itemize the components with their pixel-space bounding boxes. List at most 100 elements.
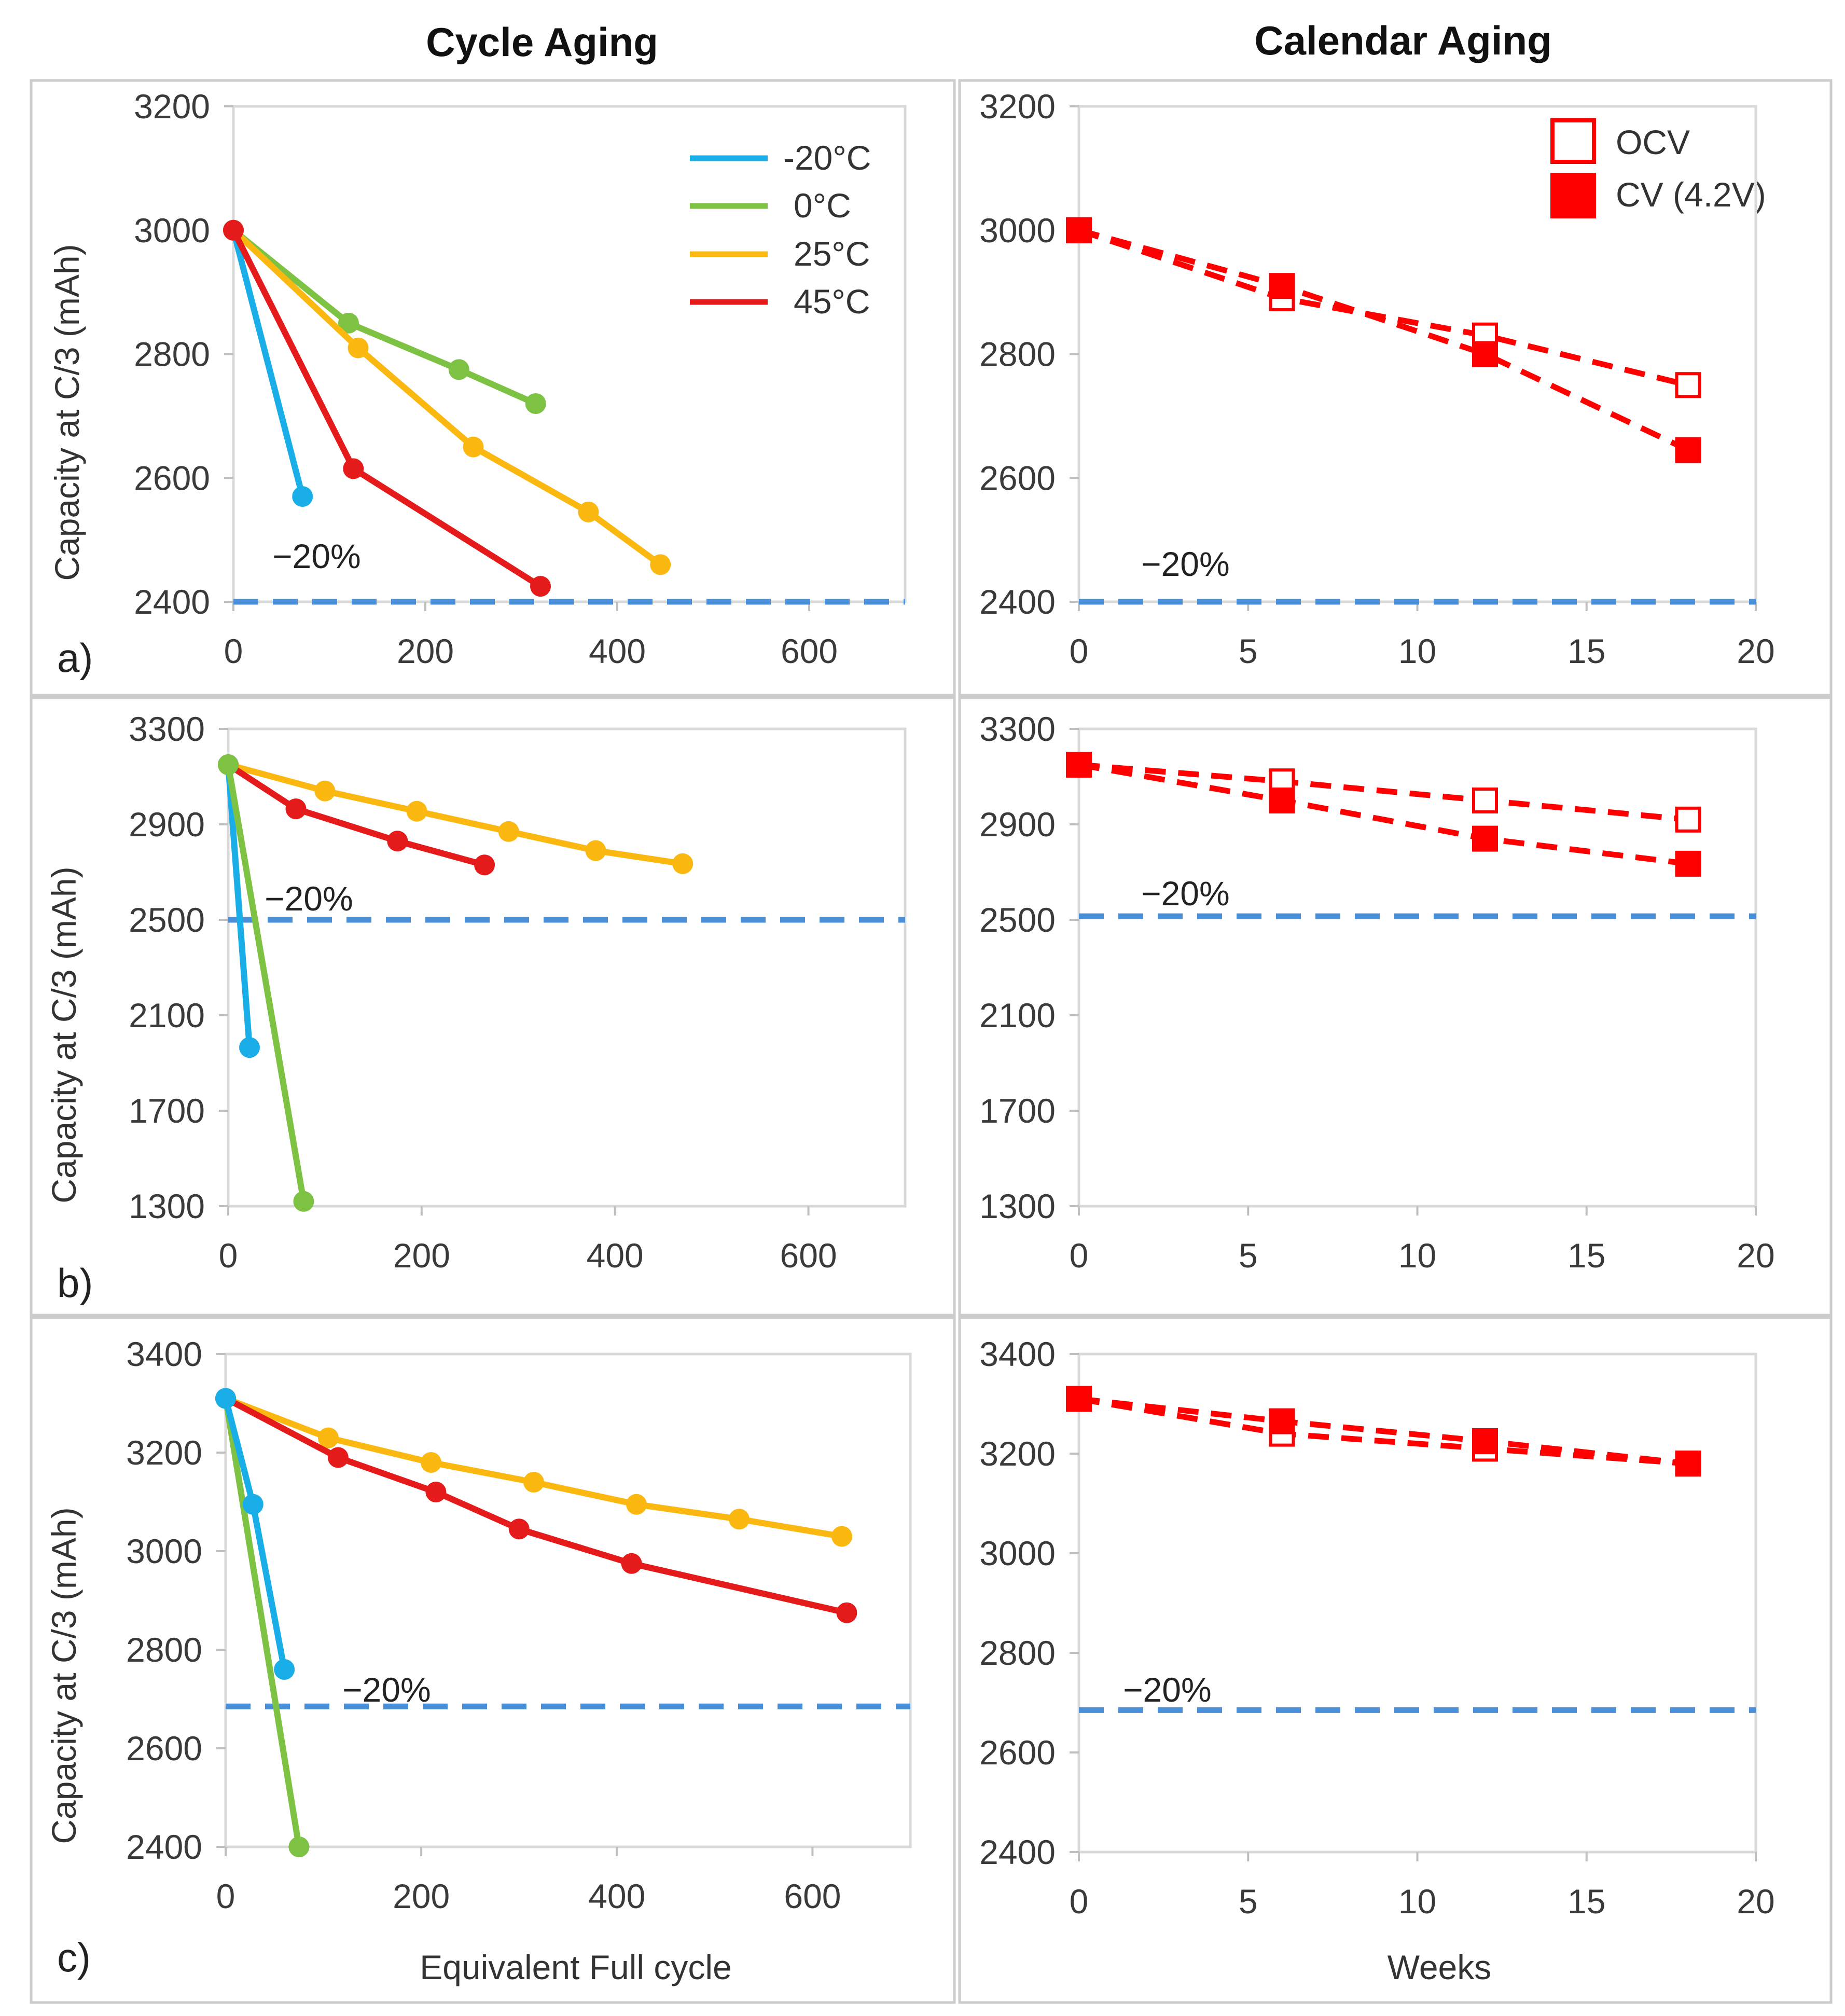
data-point-0-c [293, 1191, 314, 1212]
ylabel-b: Capacity at C/3 (mAh) [45, 866, 83, 1203]
data-point-ocv [1675, 372, 1701, 398]
x-tick-label: 5 [1239, 632, 1258, 670]
y-tick-label: 2100 [129, 996, 205, 1034]
data-point-cv-4-2v- [1269, 788, 1295, 813]
x-tick-label: 200 [393, 1236, 450, 1275]
y-tick-label: 2500 [129, 901, 205, 939]
y-tick-label: 2900 [129, 805, 205, 844]
plot-a-cal: 2400 2600 2800 3000 3200 0 5 10 15 20 [979, 87, 1775, 670]
y-tick-label: 3000 [979, 1534, 1056, 1572]
data-point-cv-4-2v- [1066, 752, 1092, 778]
series-line-0-c [223, 1398, 302, 1847]
frames [30, 79, 1833, 2004]
panel-label-b: b) [57, 1260, 93, 1306]
x-tick-label: 600 [780, 1236, 837, 1275]
x-tick-label: 5 [1239, 1882, 1258, 1921]
y-tick-label: 3300 [979, 710, 1056, 748]
data-point-ocv [1675, 806, 1701, 833]
data-point-cv-4-2v- [1472, 341, 1498, 367]
legend-label-0: 0°C [794, 186, 851, 225]
x-tick-label: 0 [1070, 1236, 1089, 1275]
data-point-25-c [314, 780, 336, 802]
data-point--20-c [274, 1659, 295, 1680]
y-tick-label: 2600 [134, 459, 210, 497]
data-point-25-c [421, 1452, 441, 1473]
y-tick-label: 3200 [134, 87, 210, 126]
data-point-25-c [650, 554, 671, 575]
plot-area [224, 1352, 912, 1848]
x-tick-label: 20 [1737, 1236, 1774, 1275]
y-tick-label: 2800 [979, 335, 1056, 374]
y-tick-label: 3400 [126, 1335, 202, 1373]
ylabel-a: Capacity at C/3 (mAh) [48, 244, 86, 581]
data-point-45-c [425, 1482, 447, 1502]
plot-c-cycle: 2400 2600 2800 3000 3200 3400 0 200 400 600 [126, 1335, 912, 1915]
data-point-45-c [223, 219, 244, 241]
threshold-label-c-calendar: −20% [1123, 1670, 1212, 1709]
data-point-0-c [448, 359, 469, 380]
y-tick-label: 2600 [979, 1733, 1056, 1772]
y-tick-label: 1300 [979, 1187, 1056, 1225]
y-tick-label: 3300 [129, 710, 205, 748]
series-line-cv-4-2v- [1078, 227, 1689, 453]
data-point-45-c [530, 576, 551, 597]
x-tick-label: 400 [588, 1877, 645, 1915]
legend-marker-ocv [1550, 118, 1596, 164]
y-tick-label: 2900 [979, 805, 1056, 844]
y-tick-label: 3000 [126, 1532, 202, 1570]
x-tick-label: 15 [1567, 632, 1605, 670]
panel-label-c: c) [57, 1935, 91, 1980]
data-point-45-c [508, 1518, 530, 1540]
data-point-cv-4-2v- [1472, 825, 1498, 852]
series-line-0-c [231, 228, 537, 407]
y-tick-label: 2400 [126, 1828, 202, 1866]
x-tick-label: 20 [1737, 632, 1774, 670]
x-tick-label: 0 [216, 1877, 235, 1915]
threshold-label-a-calendar: −20% [1141, 545, 1230, 583]
x-tick-label: 10 [1398, 1882, 1436, 1921]
data-point-cv-4-2v- [1269, 1408, 1295, 1434]
legend-marker-cv [1550, 173, 1596, 218]
data-point--20-c [292, 486, 313, 507]
data-point-25-c [463, 436, 484, 458]
data-point-0-c [218, 754, 239, 775]
series-line--20-c [225, 764, 253, 1048]
data-point-0-c [525, 393, 546, 414]
y-tick-label: 3200 [979, 1434, 1056, 1473]
data-point-cv-4-2v- [1675, 1451, 1701, 1477]
series-line-ocv [1078, 1396, 1688, 1467]
data-point-cv-4-2v- [1675, 437, 1701, 463]
data-point-cv-4-2v- [1675, 850, 1701, 877]
data-point-0-c [338, 312, 359, 334]
x-tick-label: 0 [219, 1236, 238, 1275]
legend-calendar: OCV CV (4.2V) [1550, 118, 1766, 218]
y-tick-label: 2600 [126, 1729, 202, 1768]
x-tick-label: 15 [1567, 1236, 1605, 1275]
data-point-45-c [343, 458, 364, 479]
series-line-0-c [225, 764, 307, 1202]
x-tick-label: 200 [397, 632, 454, 670]
data-point--20-c [239, 1037, 260, 1058]
x-tick-label: 400 [587, 1236, 644, 1275]
x-tick-label: 200 [393, 1877, 450, 1915]
panel-label-a: a) [57, 635, 93, 681]
y-tick-label: 2800 [979, 1634, 1056, 1672]
x-tick-label: 10 [1398, 1236, 1436, 1275]
y-tick-label: 2400 [979, 1833, 1056, 1871]
data-point-25-c [831, 1526, 852, 1547]
data-point-cv-4-2v- [1066, 217, 1092, 243]
legend-label-m20: -20°C [783, 139, 871, 177]
plot-area [227, 727, 907, 1208]
y-tick-label: 2800 [126, 1631, 202, 1669]
x-tick-label: 400 [589, 632, 646, 670]
x-tick-label: 0 [224, 632, 243, 670]
data-point-45-c [621, 1553, 642, 1574]
series-line-ocv [1078, 227, 1689, 388]
legend-label-ocv: OCV [1616, 123, 1690, 161]
data-point-0-c [288, 1837, 310, 1857]
legend-label-45: 45°C [794, 282, 870, 321]
data-point-cv-4-2v- [1269, 273, 1295, 299]
data-point-45-c [474, 854, 495, 876]
plot-b-cal: 1300 1700 2100 2500 2900 3300 0 5 10 15 20 [979, 710, 1775, 1275]
